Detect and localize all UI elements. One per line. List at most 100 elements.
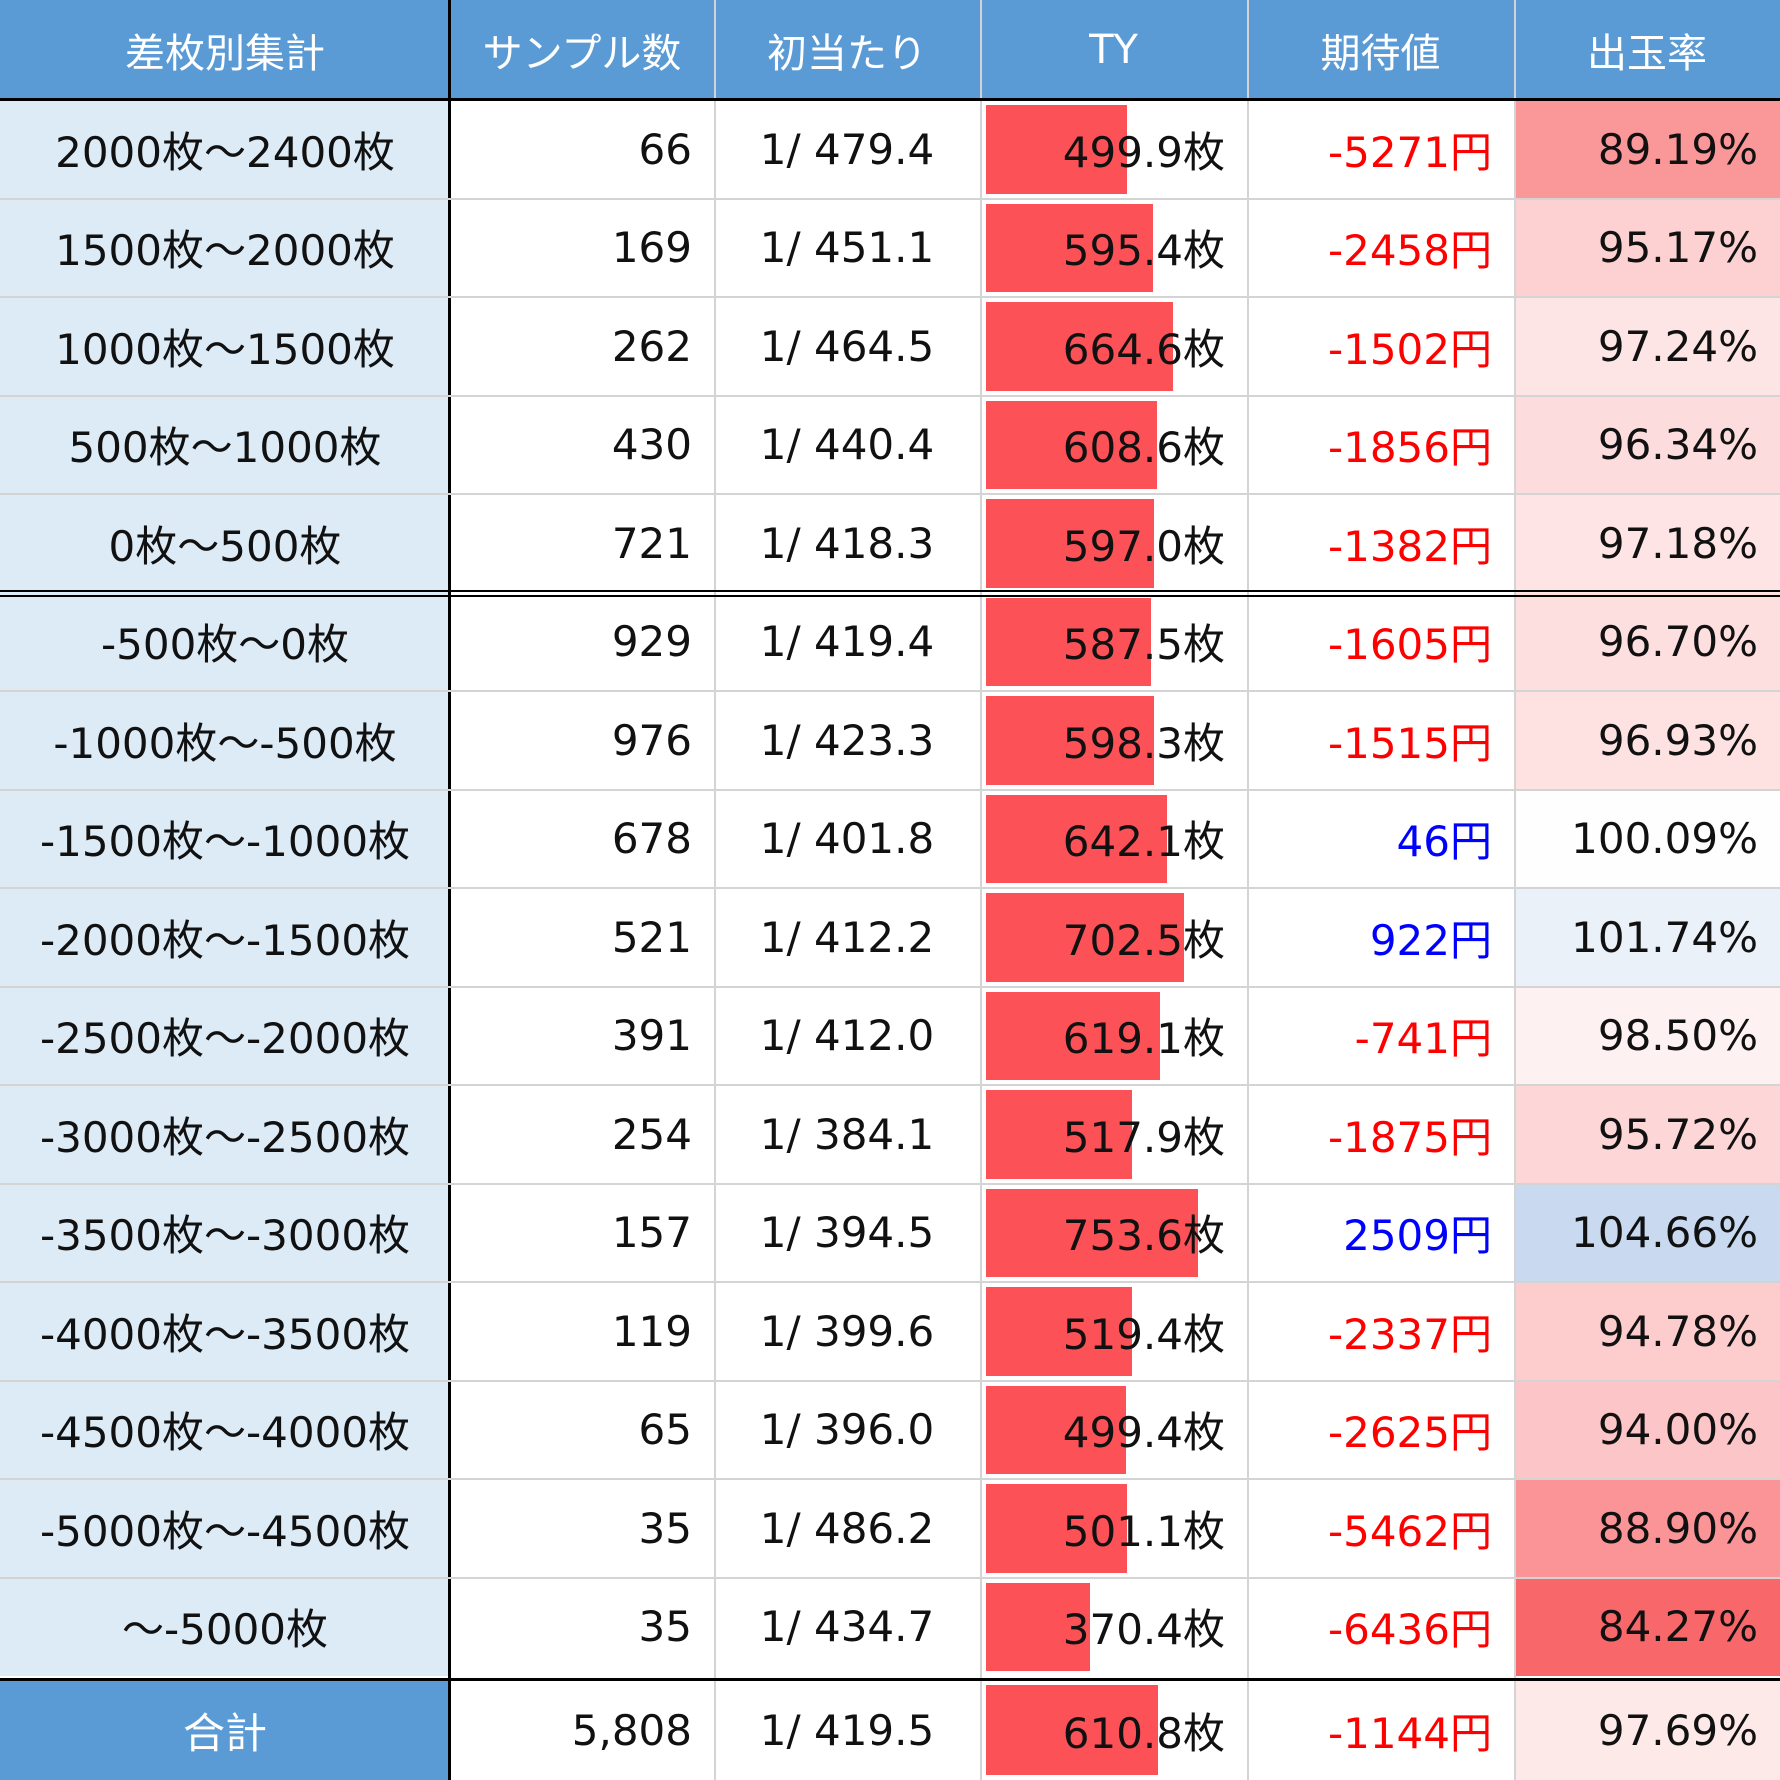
sample-count: 254 [611,1109,692,1159]
expected-value: -2337円 [1327,1309,1492,1359]
ty-bar [986,696,1155,785]
ty-bar [986,991,1161,1080]
row-label: -3500枚～-3000枚 [0,1183,450,1282]
ty-value: 642.1枚 [1062,817,1225,867]
ty-cell: 753.6枚 [980,1184,1247,1283]
ty-bar [986,1385,1127,1474]
expected-value: -6436円 [1327,1605,1492,1655]
table-row: -4500枚～-4000枚 65 1/ 396.0 499.4枚 -2625円 94.00… [0,1380,1780,1479]
first-hit-probability: 1/ 412.0 [759,1011,935,1061]
row-label: -2000枚～-1500枚 [0,888,450,987]
payout-rate: 98.50% [1514,986,1780,1085]
sample-count: 430 [611,420,692,470]
row-label: -4500枚～-4000枚 [0,1380,450,1479]
grid-line [0,1084,1780,1086]
ty-cell: 610.8枚 [980,1680,1247,1780]
first-hit-probability: 1/ 401.8 [759,814,935,864]
sample-count: 119 [611,1306,692,1356]
payout-rate: 104.66% [1514,1183,1780,1282]
sample-count: 721 [611,518,692,568]
first-hit-probability: 1/ 434.7 [759,1602,935,1652]
header-expected-value: 期待値 [1320,31,1441,77]
grid-line [0,394,1780,397]
table-row: -1500枚～-1000枚 678 1/ 401.8 642.1枚 46円 100.09% [0,789,1780,888]
ty-value: 664.6枚 [1062,324,1225,374]
expected-value: -1605円 [1327,620,1492,670]
payout-rate: 97.18% [1514,494,1780,593]
table-row: -3500枚～-3000枚 157 1/ 394.5 753.6枚 2509円 104.6… [0,1183,1780,1283]
grid-line [448,0,451,1780]
ty-cell: 608.6枚 [980,396,1247,495]
header-ty: TY [1089,27,1138,73]
ty-value: 501.1枚 [1062,1506,1225,1556]
first-hit-probability: 1/ 440.4 [759,420,935,470]
total-row: 合計 5,808 1/ 419.5 610.8枚 -1144円 97.69% [0,1680,1780,1780]
ty-value: 517.9枚 [1062,1112,1225,1162]
row-label: 1500枚～2000枚 [0,198,450,297]
table-row: 1500枚～2000枚 169 1/ 451.1 595.4枚 -2458円 95.17% [0,198,1780,297]
first-hit-probability: 1/ 479.4 [759,124,935,174]
payout-rate: 89.19% [1514,100,1780,199]
expected-value: -741円 [1354,1014,1492,1064]
grid-line [0,887,1780,889]
first-hit-probability: 1/ 464.5 [759,321,935,371]
table-row: -3000枚～-2500枚 254 1/ 384.1 517.9枚 -1875円 95.7… [0,1085,1780,1184]
ty-value: 499.9枚 [1062,127,1225,177]
ty-cell: 519.4枚 [980,1282,1247,1381]
ty-bar [986,794,1167,883]
ty-value: 519.4枚 [1062,1309,1225,1359]
row-label: -500枚～0枚 [0,592,450,691]
table-row: -2500枚～-2000枚 391 1/ 412.0 619.1枚 -741円 98.50… [0,986,1780,1086]
row-label: -1500枚～-1000枚 [0,789,450,888]
expected-value: -2625円 [1327,1408,1492,1458]
first-hit-probability: 1/ 419.5 [759,1705,935,1755]
table-row: ～-5000枚 35 1/ 434.7 370.4枚 -6436円 84.27% [0,1577,1780,1676]
first-hit-probability: 1/ 399.6 [759,1306,935,1356]
ty-cell: 587.5枚 [980,593,1247,692]
grid-line [1247,0,1249,1780]
first-hit-probability: 1/ 396.0 [759,1405,935,1455]
payout-rate: 101.74% [1514,888,1780,987]
row-label: -5000枚～-4500枚 [0,1479,450,1578]
grid-line [0,589,1780,597]
grid-line [0,1182,1780,1185]
table-row: 2000枚～2400枚 66 1/ 479.4 499.9枚 -5271円 89.19% [0,100,1780,199]
first-hit-probability: 1/ 384.1 [759,1109,935,1159]
expected-value: -1856円 [1327,423,1492,473]
grid-line [0,197,1780,200]
sample-count: 521 [611,912,692,962]
expected-value: -2458円 [1327,226,1492,276]
payout-rate: 94.00% [1514,1380,1780,1479]
grid-line [980,0,982,1780]
sample-count: 976 [611,715,692,765]
grid-line [0,1379,1780,1382]
table-row: -2000枚～-1500枚 521 1/ 412.2 702.5枚 922円 101.74… [0,888,1780,987]
ty-bar [986,1685,1158,1775]
ty-cell: 597.0枚 [980,494,1247,593]
ty-bar [986,400,1158,489]
grid-line [0,690,1780,692]
ty-cell: 598.3枚 [980,691,1247,790]
sample-count: 5,808 [571,1705,692,1755]
first-hit-probability: 1/ 486.2 [759,1503,935,1553]
table-row: 1000枚～1500枚 262 1/ 464.5 664.6枚 -1502円 97.24% [0,297,1780,396]
payout-rate: 100.09% [1514,789,1780,888]
grid-line [0,296,1780,298]
sample-count: 157 [611,1208,692,1258]
grid-line [0,1478,1780,1480]
ty-bar [986,1090,1132,1179]
ty-value: 499.4枚 [1062,1408,1225,1458]
ty-value: 610.8枚 [1062,1708,1225,1758]
ty-bar [986,105,1127,194]
expected-value: -1875円 [1327,1112,1492,1162]
sample-count: 35 [638,1503,692,1553]
sample-count: 391 [611,1011,692,1061]
first-hit-probability: 1/ 419.4 [759,617,935,667]
ty-bar [986,302,1173,391]
row-label: 0枚～500枚 [0,494,450,593]
grid-line [0,1576,1780,1579]
ty-cell: 619.1枚 [980,987,1247,1086]
table-row: -1000枚～-500枚 976 1/ 423.3 598.3枚 -1515円 96.93… [0,691,1780,790]
payout-rate: 94.78% [1514,1282,1780,1381]
